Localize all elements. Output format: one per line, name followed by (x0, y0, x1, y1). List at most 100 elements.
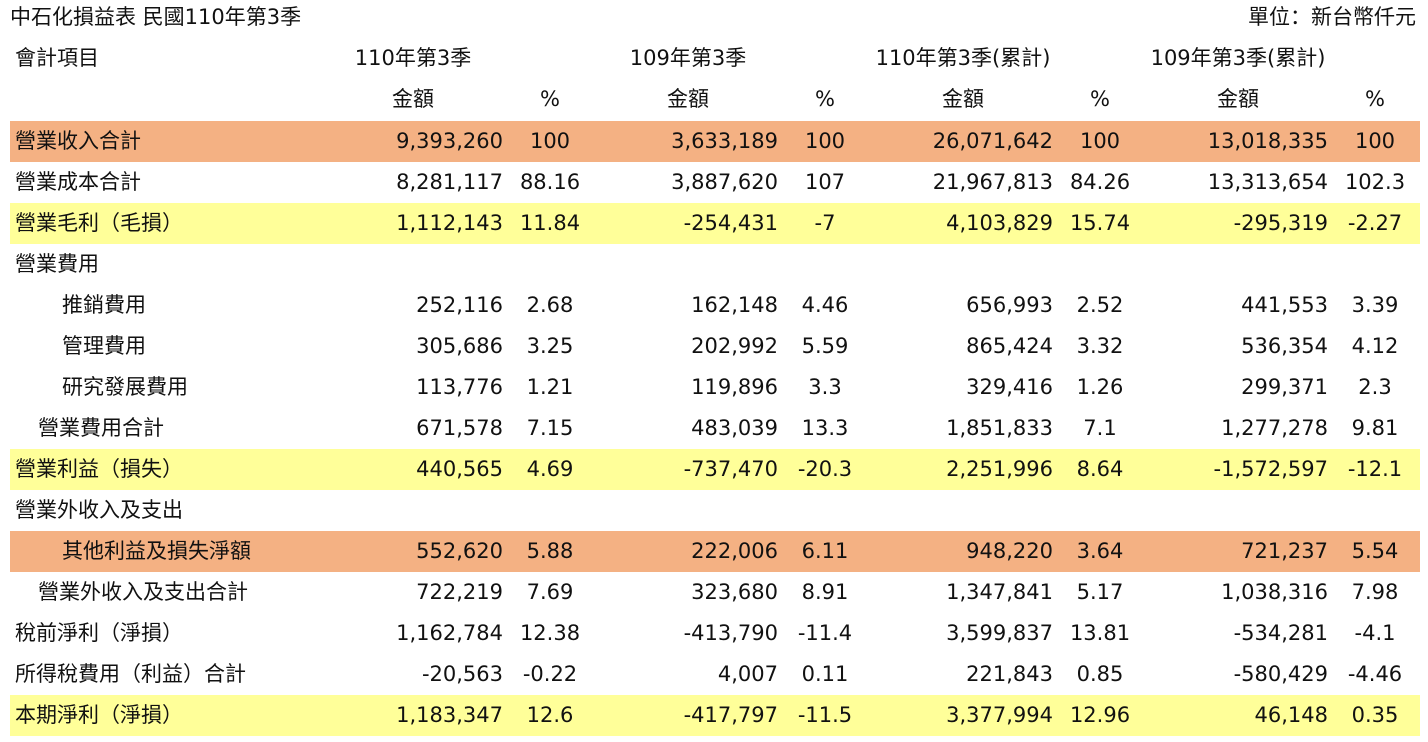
percent-cell: 3.3 (808, 375, 842, 399)
title: 中石化損益表 民國110年第3季 (10, 5, 302, 29)
amount-cell: 13,018,335 (1207, 129, 1328, 153)
amount-cell: 202,992 (691, 334, 778, 358)
percent-cell: 2.68 (526, 293, 574, 317)
amount-cell: 4,103,829 (946, 211, 1053, 235)
amount-cell: 1,851,833 (946, 416, 1053, 440)
amount-cell: -254,431 (683, 211, 778, 235)
column-header: 110年第3季(累計) (875, 46, 1051, 70)
percent-cell: -4.46 (1347, 662, 1403, 686)
amount-cell: 3,887,620 (671, 170, 778, 194)
amount-cell: 21,967,813 (932, 170, 1053, 194)
row-label: 稅前淨利（淨損） (15, 621, 183, 645)
amount-cell: 536,354 (1241, 334, 1328, 358)
amount-cell: 113,776 (416, 375, 503, 399)
row-label: 所得稅費用（利益）合計 (15, 662, 246, 686)
row-label: 營業收入合計 (15, 129, 141, 153)
sub-header: 金額 (942, 87, 984, 111)
row-label: 本期淨利（淨損） (15, 703, 183, 727)
amount-cell: -737,470 (683, 457, 778, 481)
amount-cell: 299,371 (1241, 375, 1328, 399)
percent-cell: 7.1 (1083, 416, 1117, 440)
amount-cell: 722,219 (416, 580, 503, 604)
percent-cell: -11.4 (797, 621, 853, 645)
row-highlight (10, 531, 1420, 572)
amount-cell: 441,553 (1241, 293, 1328, 317)
amount-cell: 9,393,260 (396, 129, 503, 153)
row-label: 營業利益（損失） (15, 457, 183, 481)
amount-cell: 323,680 (691, 580, 778, 604)
amount-cell: 119,896 (691, 375, 778, 399)
sub-header: 金額 (667, 87, 709, 111)
percent-cell: 7.69 (526, 580, 574, 604)
amount-cell: 3,377,994 (946, 703, 1053, 727)
percent-cell: 8.91 (801, 580, 849, 604)
amount-cell: 46,148 (1254, 703, 1328, 727)
percent-cell: 1.21 (526, 375, 574, 399)
amount-cell: 483,039 (691, 416, 778, 440)
row-label: 營業外收入及支出 (15, 498, 183, 522)
percent-cell: 3.32 (1076, 334, 1124, 358)
row-label: 營業毛利（毛損） (15, 211, 183, 235)
percent-cell: 102.3 (1344, 170, 1406, 194)
amount-cell: 948,220 (966, 539, 1053, 563)
percent-cell: 2.52 (1076, 293, 1124, 317)
sub-header: % (815, 87, 835, 111)
percent-cell: 9.81 (1351, 416, 1399, 440)
amount-cell: -295,319 (1233, 211, 1328, 235)
amount-cell: 8,281,117 (396, 170, 503, 194)
row-label: 管理費用 (62, 334, 146, 358)
percent-cell: 5.59 (801, 334, 849, 358)
percent-cell: 100 (804, 129, 846, 153)
sub-header: % (1090, 87, 1110, 111)
percent-cell: 12.96 (1069, 703, 1131, 727)
percent-cell: 6.11 (801, 539, 849, 563)
column-header: 109年第3季 (629, 46, 747, 70)
amount-cell: 222,006 (691, 539, 778, 563)
sub-header: % (1365, 87, 1385, 111)
percent-cell: 100 (1079, 129, 1121, 153)
sub-header: % (540, 87, 560, 111)
row-label: 其他利益及損失淨額 (62, 539, 251, 563)
percent-cell: 88.16 (519, 170, 581, 194)
percent-cell: -12.1 (1347, 457, 1403, 481)
amount-cell: 162,148 (691, 293, 778, 317)
amount-cell: 252,116 (416, 293, 503, 317)
amount-cell: 1,347,841 (946, 580, 1053, 604)
amount-cell: -20,563 (421, 662, 503, 686)
percent-cell: 5.17 (1076, 580, 1124, 604)
percent-cell: 3.39 (1351, 293, 1399, 317)
percent-cell: -7 (814, 211, 836, 235)
amount-cell: 1,183,347 (396, 703, 503, 727)
amount-cell: 656,993 (966, 293, 1053, 317)
column-header: 110年第3季 (354, 46, 472, 70)
percent-cell: 7.98 (1351, 580, 1399, 604)
percent-cell: 0.11 (801, 662, 849, 686)
row-highlight (10, 449, 1420, 490)
percent-cell: 5.54 (1351, 539, 1399, 563)
percent-cell: 8.64 (1076, 457, 1124, 481)
amount-cell: -1,572,597 (1213, 457, 1328, 481)
row-label: 研究發展費用 (62, 375, 188, 399)
amount-cell: 305,686 (416, 334, 503, 358)
amount-cell: 13,313,654 (1207, 170, 1328, 194)
percent-cell: -20.3 (797, 457, 853, 481)
column-header: 會計項目 (15, 46, 99, 70)
percent-cell: 2.3 (1358, 375, 1392, 399)
percent-cell: 1.26 (1076, 375, 1124, 399)
amount-cell: 26,071,642 (932, 129, 1053, 153)
percent-cell: -0.22 (522, 662, 578, 686)
amount-cell: -580,429 (1233, 662, 1328, 686)
amount-cell: 2,251,996 (946, 457, 1053, 481)
percent-cell: -11.5 (797, 703, 853, 727)
percent-cell: -2.27 (1347, 211, 1403, 235)
percent-cell: 7.15 (526, 416, 574, 440)
percent-cell: 107 (804, 170, 846, 194)
amount-cell: 440,565 (416, 457, 503, 481)
percent-cell: 84.26 (1069, 170, 1131, 194)
amount-cell: -417,797 (683, 703, 778, 727)
column-header: 109年第3季(累計) (1150, 46, 1326, 70)
amount-cell: 1,112,143 (396, 211, 503, 235)
percent-cell: 4.69 (526, 457, 574, 481)
amount-cell: -413,790 (683, 621, 778, 645)
